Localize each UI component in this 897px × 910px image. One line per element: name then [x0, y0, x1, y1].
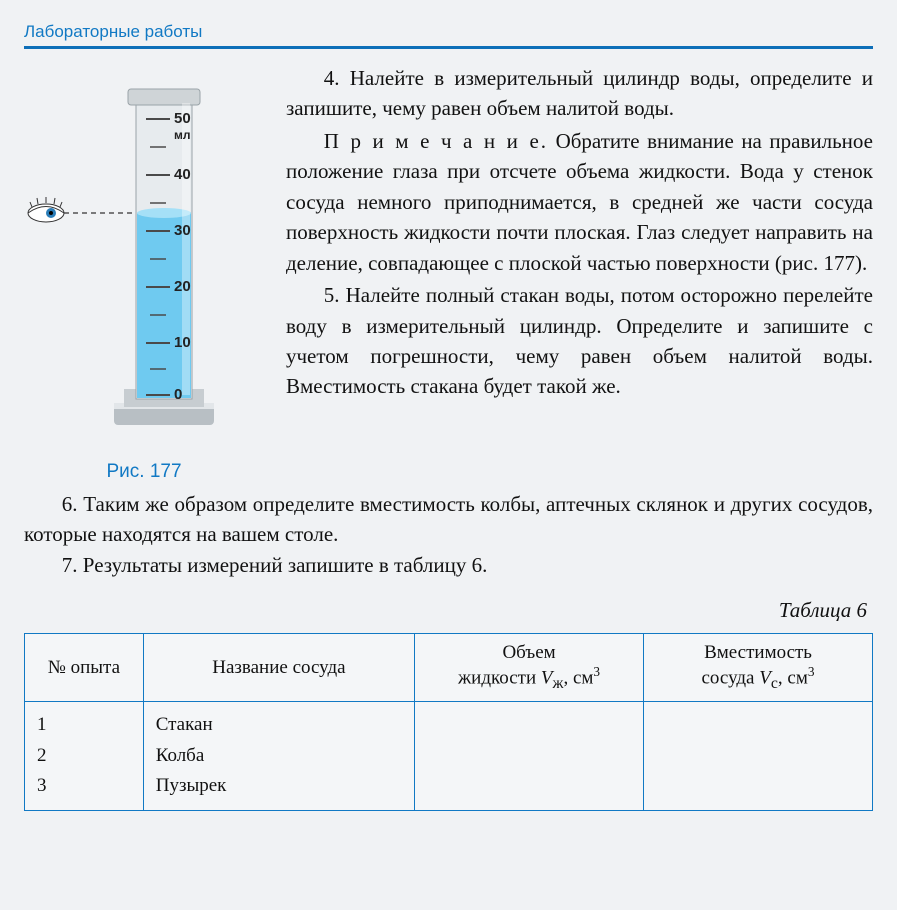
top-block: 50 мл 40 30 20 10 0 Рис. 177 4. Налейте …	[24, 63, 873, 483]
eye-icon	[28, 197, 64, 222]
results-table: № опыта Название сосуда Объем жидкости V…	[24, 633, 873, 810]
table-label: Таблица 6	[24, 598, 867, 623]
col3-l2: жидкости	[458, 668, 541, 689]
figure-caption: Рис. 177	[24, 461, 264, 483]
col-header-3: Объем жидкости Vж, см3	[415, 634, 644, 702]
col4-sup: 3	[808, 664, 815, 679]
header-rule	[24, 46, 873, 49]
col4-unit: , см	[778, 668, 808, 689]
col3-var: V	[541, 668, 553, 689]
cell-names: Стакан Колба Пузырек	[143, 702, 414, 810]
row-name-1: Стакан	[156, 714, 213, 735]
svg-text:40: 40	[174, 166, 191, 183]
full-width-text: 6. Таким же образом определите вместимос…	[24, 489, 873, 580]
col3-l1: Объем	[502, 642, 555, 663]
row-name-3: Пузырек	[156, 775, 227, 796]
text-column: 4. Налейте в измерительный цилиндр воды,…	[286, 63, 873, 483]
paragraph-4: 4. Налейте в измерительный цилиндр воды,…	[286, 63, 873, 124]
col3-sup: 3	[593, 664, 600, 679]
cylinder-figure: 50 мл 40 30 20 10 0	[24, 63, 264, 443]
svg-text:10: 10	[174, 334, 191, 351]
row-num-2: 2	[37, 745, 47, 766]
paragraph-note: П р и м е ч а н и е. Обратите внимание н…	[286, 126, 873, 278]
paragraph-6: 6. Таким же образом определите вместимос…	[24, 489, 873, 550]
table-header-row: № опыта Название сосуда Объем жидкости V…	[25, 634, 873, 702]
cell-vol	[415, 702, 644, 810]
table-body-row: 1 2 3 Стакан Колба Пузырек	[25, 702, 873, 810]
svg-text:30: 30	[174, 222, 191, 239]
cell-cap	[644, 702, 873, 810]
row-name-2: Колба	[156, 745, 205, 766]
col4-var: V	[759, 668, 771, 689]
col4-l2: сосуда	[702, 668, 760, 689]
col4-sub: с	[771, 675, 778, 692]
svg-text:20: 20	[174, 278, 191, 295]
col3-unit: , см	[563, 668, 593, 689]
page-header: Лабораторные работы	[24, 22, 873, 46]
figure-column: 50 мл 40 30 20 10 0 Рис. 177	[24, 63, 264, 483]
col3-sub: ж	[553, 675, 564, 692]
note-prefix: П р и м е ч а н и е.	[324, 129, 548, 153]
svg-text:50: 50	[174, 110, 191, 127]
col4-l1: Вместимость	[704, 642, 812, 663]
row-num-3: 3	[37, 775, 47, 796]
paragraph-7: 7. Результаты измерений запишите в табли…	[24, 550, 873, 580]
cell-nums: 1 2 3	[25, 702, 144, 810]
col-header-2: Название сосуда	[143, 634, 414, 702]
col-header-4: Вместимость сосуда Vс, см3	[644, 634, 873, 702]
svg-text:0: 0	[174, 386, 182, 403]
col-header-1: № опыта	[25, 634, 144, 702]
svg-text:мл: мл	[174, 128, 191, 142]
row-num-1: 1	[37, 714, 47, 735]
paragraph-5: 5. Налейте полный стакан воды, потом ост…	[286, 280, 873, 402]
